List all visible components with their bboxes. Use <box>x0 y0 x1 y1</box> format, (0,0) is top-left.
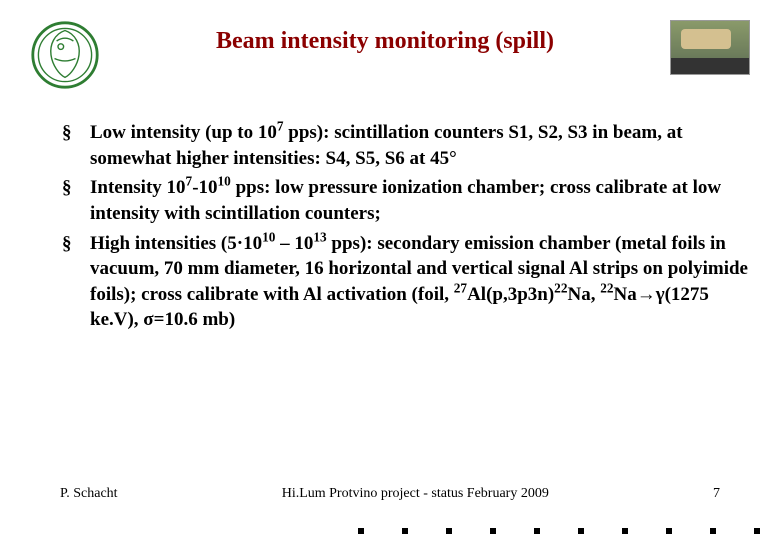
logo-left <box>30 20 100 90</box>
bullet-item: High intensities (5·1010 – 1013 pps): se… <box>90 231 750 334</box>
decorative-dots <box>358 528 760 534</box>
page-title: Beam intensity monitoring (spill) <box>100 20 670 55</box>
bullet-list: Low intensity (up to 107 pps): scintilla… <box>30 120 750 333</box>
header-row: Beam intensity monitoring (spill) <box>30 20 750 90</box>
bullet-item: Intensity 107-1010 pps: low pressure ion… <box>90 175 750 226</box>
footer-center: Hi.Lum Protvino project - status Februar… <box>282 486 549 502</box>
minerva-logo-icon <box>30 20 100 90</box>
detector-image-icon <box>670 20 750 75</box>
footer-page-number: 7 <box>713 486 720 502</box>
slide: Beam intensity monitoring (spill) Low in… <box>0 0 780 540</box>
footer: P. Schacht Hi.Lum Protvino project - sta… <box>0 486 780 502</box>
bullet-item: Low intensity (up to 107 pps): scintilla… <box>90 120 750 171</box>
footer-author: P. Schacht <box>60 486 118 502</box>
